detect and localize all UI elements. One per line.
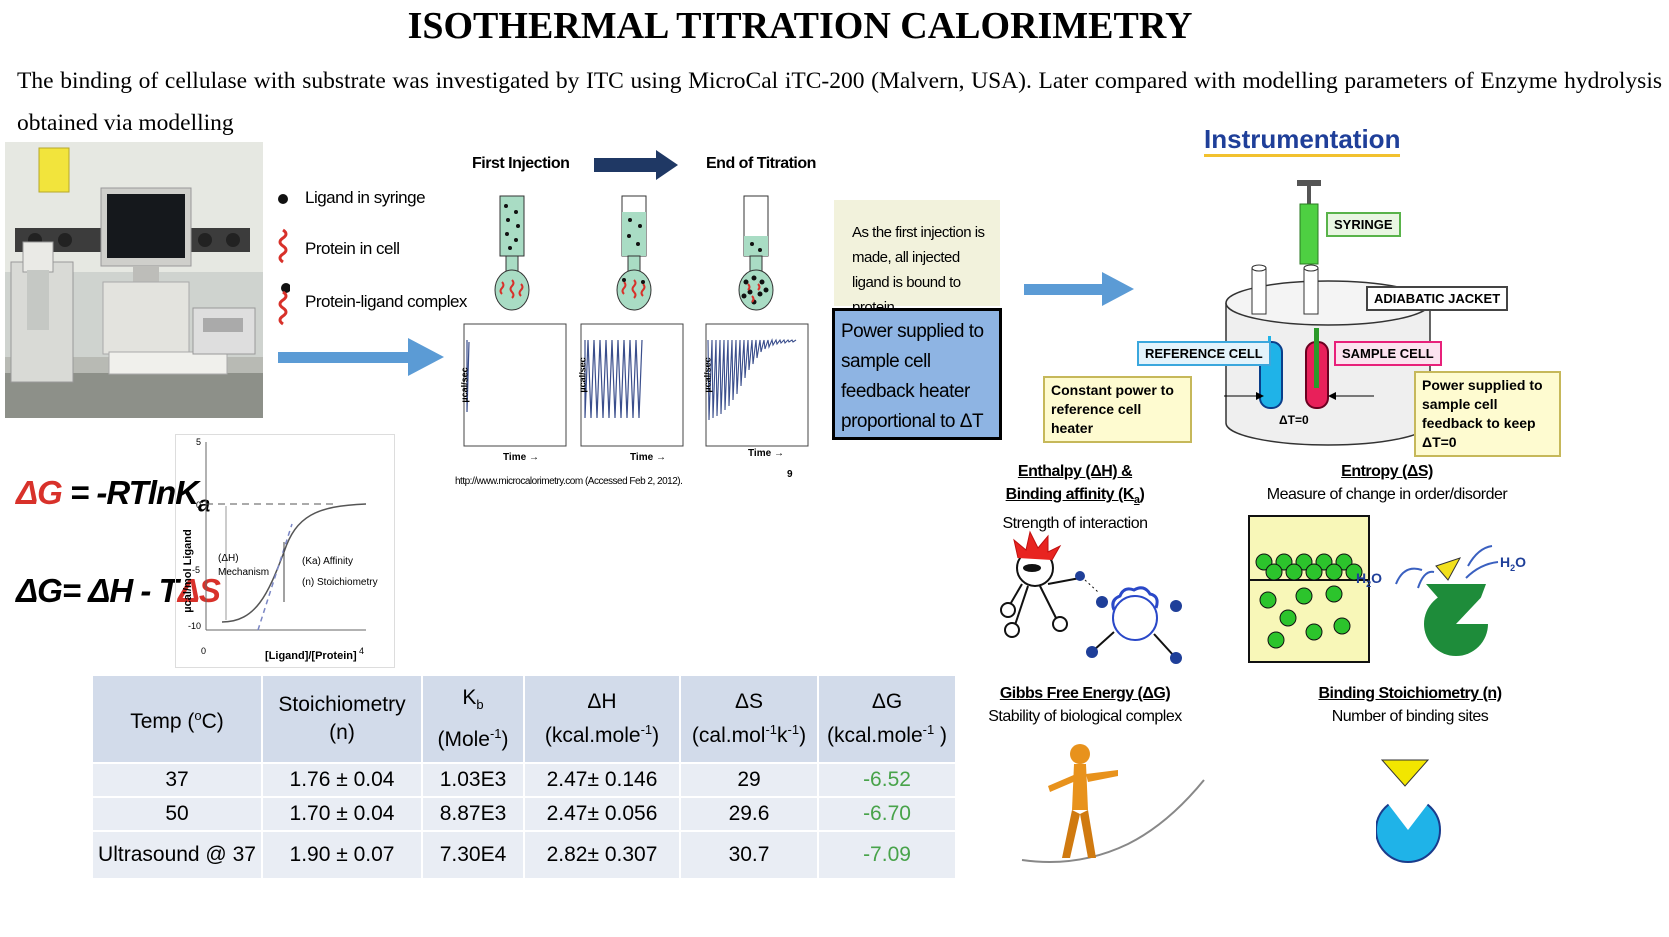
sample-power-note: Power supplied to sample cell feedback t… xyxy=(1414,371,1561,457)
legend-protein: Protein in cell xyxy=(305,239,400,258)
syringe-mid-icon xyxy=(616,195,652,311)
constant-power-note: Constant power to reference cell heater xyxy=(1043,376,1192,443)
xtick-0: 0 xyxy=(201,646,207,656)
table-header-row: Temp (oC) Stoichiometry (n) Kb (Mole-1) ΔH… xyxy=(93,676,955,762)
thermogram-ylabel-2: µcal/sec xyxy=(577,357,588,393)
protein-squiggle-icon xyxy=(278,228,288,264)
enthalpy-title: Enthalpy (ΔH) & Binding affinity (Ka) St… xyxy=(1002,463,1148,533)
legend-ligand: Ligand in syringe xyxy=(305,188,426,207)
thermogram-ylabel-1: µcal/sec xyxy=(459,367,470,403)
calorimeter-diagram xyxy=(1224,180,1431,446)
thermogram-xlabel-3: Time → xyxy=(748,448,784,459)
h2o-label-left: H2O xyxy=(1356,570,1383,589)
annotation-dh: (ΔH) xyxy=(218,553,239,564)
annotation-stoichiometry: (n) Stoichiometry xyxy=(302,577,378,588)
adiabatic-jacket-label: ADIABATIC JACKET xyxy=(1366,286,1509,311)
h2o-label-right: H2O xyxy=(1500,554,1527,573)
itc-results-table: Temp (oC) Stoichiometry (n) Kb (Mole-1) ΔH… xyxy=(91,674,957,880)
thermogram-end xyxy=(705,323,809,447)
syringe-label: SYRINGE xyxy=(1326,212,1401,237)
annotation-mechanism: Mechanism xyxy=(218,567,270,578)
stoich-title: Binding Stoichiometry (n) Number of bind… xyxy=(1318,685,1502,725)
reference-cell-label: REFERENCE CELL xyxy=(1137,341,1271,366)
cell-dh: 2.82± 0.307 xyxy=(525,832,679,878)
first-injection-note: As the first injection is made, all inje… xyxy=(834,200,1000,316)
syringe-empty-icon xyxy=(738,195,774,311)
titration-syringes-diagram xyxy=(494,195,774,311)
cell-kb: 8.87E3 xyxy=(423,798,523,830)
gibbs-equation-2: ΔG= ΔH - TΔS xyxy=(16,572,221,609)
cell-kb: 7.30E4 xyxy=(423,832,523,878)
legend-complex: Protein-ligand complex xyxy=(305,292,467,311)
cell-kb: 1.03E3 xyxy=(423,764,523,796)
intro-paragraph: The binding of cellulase with substrate … xyxy=(17,68,1662,136)
cell-n: 1.90 ± 0.07 xyxy=(263,832,421,878)
delta-t-label: ΔT=0 xyxy=(1279,413,1309,427)
thermogram-panels xyxy=(463,323,809,447)
header-dg: ΔG (kcal.mole-1 ) xyxy=(819,676,955,762)
binding-cartoon-icon xyxy=(1000,530,1182,664)
xtick-4: 4 xyxy=(359,646,365,656)
annotation-affinity: (Ka) Affinity xyxy=(302,556,353,567)
injection-progress-arrow-icon xyxy=(594,150,678,180)
ytick-5: 5 xyxy=(196,437,202,447)
header-ds: ΔS (cal.mol-1k-1) xyxy=(681,676,817,762)
gibbs-equation-1: ΔG = -RTlnKa xyxy=(16,474,210,517)
balance-figure-icon xyxy=(1021,744,1205,863)
table-row: Ultrasound @ 37 1.90 ± 0.07 7.30E4 2.82±… xyxy=(93,832,955,878)
binding-isotherm-chart xyxy=(205,442,367,631)
ytick-0: 0 xyxy=(196,500,202,510)
cell-n: 1.76 ± 0.04 xyxy=(263,764,421,796)
cell-dh: 2.47± 0.146 xyxy=(525,764,679,796)
header-kb: Kb (Mole-1) xyxy=(423,676,523,762)
ytick-neg5: -5 xyxy=(192,565,201,575)
flow-arrow-right-icon xyxy=(278,338,444,376)
sample-cell-label: SAMPLE CELL xyxy=(1334,341,1442,366)
thermogram-mid xyxy=(580,323,684,447)
slide-page-number: 9 xyxy=(787,469,793,480)
legend-icons xyxy=(278,194,290,326)
cell-n: 1.70 ± 0.04 xyxy=(263,798,421,830)
instrumentation-title: Instrumentation xyxy=(1204,124,1401,157)
complex-dot-icon xyxy=(281,283,290,293)
header-dh: ΔH (kcal.mole-1) xyxy=(525,676,679,762)
cell-dg: -6.52 xyxy=(819,764,955,796)
cell-dg: -6.70 xyxy=(819,798,955,830)
cell-dg: -7.09 xyxy=(819,832,955,878)
cell-ds: 29 xyxy=(681,764,817,796)
entropy-title: Entropy (ΔS) Measure of change in order/… xyxy=(1266,463,1508,503)
table-row: 37 1.76 ± 0.04 1.03E3 2.47± 0.146 29 -6.… xyxy=(93,764,955,796)
cell-ds: 30.7 xyxy=(681,832,817,878)
stoichiometry-binding-icon xyxy=(1376,759,1441,863)
gibbs-title: Gibbs Free Energy (ΔG) Stability of biol… xyxy=(988,685,1182,725)
thermogram-first-injection xyxy=(463,323,567,447)
cell-dh: 2.47± 0.056 xyxy=(525,798,679,830)
header-temp: Temp (oC) xyxy=(93,676,261,762)
page-title: ISOTHERMAL TITRATION CALORIMETRY xyxy=(407,5,1193,47)
flow-arrow-right-icon-2 xyxy=(1024,272,1134,306)
binding-curve-xlabel: [Ligand]/[Protein] xyxy=(265,650,357,662)
source-url: http://www.microcalorimetry.com (Accesse… xyxy=(455,476,683,487)
cell-temp: Ultrasound @ 37 xyxy=(93,832,261,878)
thermogram-xlabel-1: Time → xyxy=(503,452,539,463)
syringe-full-icon xyxy=(494,195,530,311)
end-of-titration-label: End of Titration xyxy=(706,155,816,172)
lab-instrument-photo xyxy=(5,142,263,418)
cell-ds: 29.6 xyxy=(681,798,817,830)
entropy-illustration xyxy=(1248,515,1499,663)
table-row: 50 1.70 ± 0.04 8.87E3 2.47± 0.056 29.6 -… xyxy=(93,798,955,830)
thermogram-ylabel-3: µcal/sec xyxy=(702,357,713,393)
power-supply-box: Power supplied to sample cell feedback h… xyxy=(832,308,1002,440)
thermogram-xlabel-2: Time → xyxy=(630,452,666,463)
binding-curve-frame xyxy=(175,434,395,668)
cell-temp: 50 xyxy=(93,798,261,830)
header-stoichiometry: Stoichiometry (n) xyxy=(263,676,421,762)
cell-temp: 37 xyxy=(93,764,261,796)
ytick-neg10: -10 xyxy=(188,621,202,631)
first-injection-label: First Injection xyxy=(472,155,570,172)
ligand-dot-icon xyxy=(278,194,288,204)
binding-curve-ylabel: µcal/mol Ligand xyxy=(182,529,194,613)
